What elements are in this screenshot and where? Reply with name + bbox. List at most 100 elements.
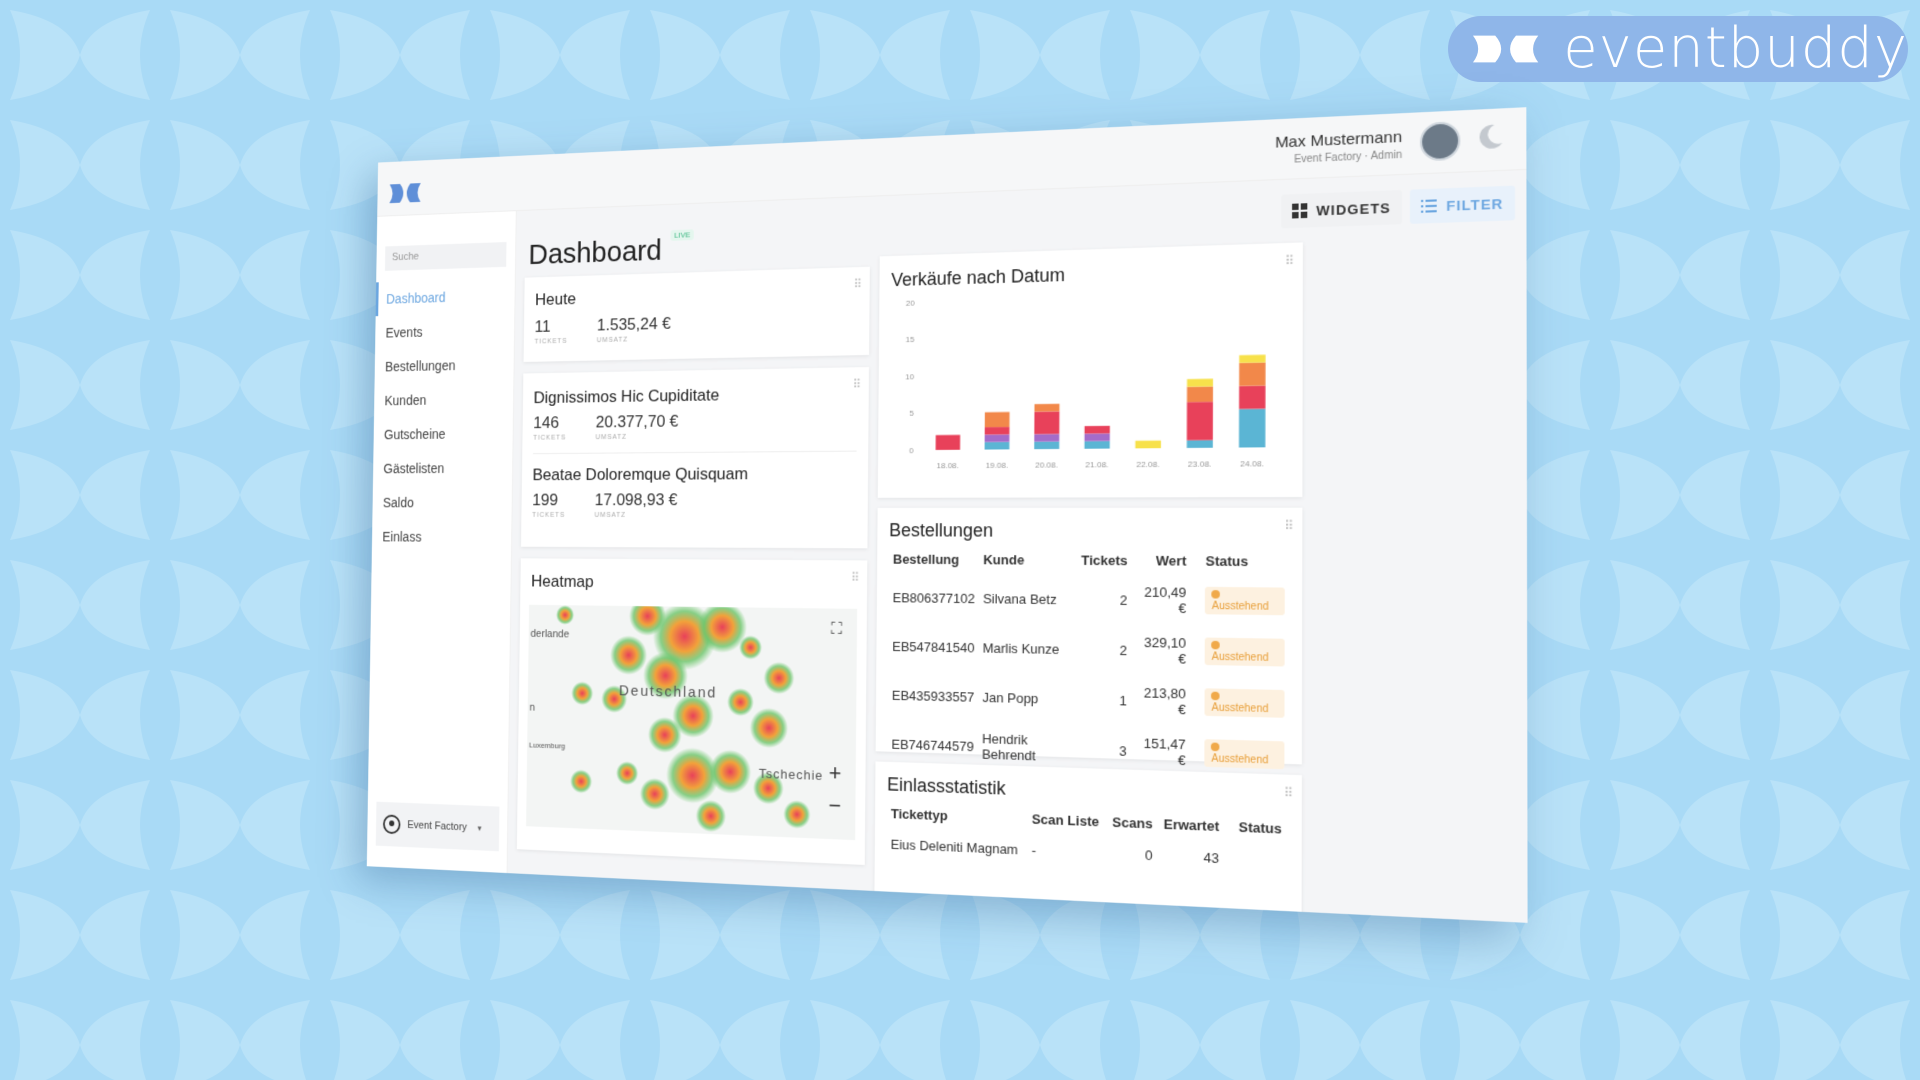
dark-mode-moon-icon[interactable] [1474, 121, 1506, 153]
table-cell: Silvana Betz [979, 573, 1077, 624]
bar-segment[interactable] [1239, 362, 1265, 386]
y-tick-label: 0 [909, 446, 913, 456]
column-header[interactable]: Tickets [1077, 546, 1132, 574]
bar-segment[interactable] [1239, 355, 1265, 363]
drag-handle-icon[interactable]: ⠿ [1283, 785, 1290, 800]
bar-segment[interactable] [1135, 441, 1161, 449]
bar-segment[interactable] [1084, 426, 1109, 434]
brand-name: eventbuddy [1563, 16, 1908, 82]
x-tick-label: 22.08. [1136, 459, 1159, 469]
fullscreen-icon[interactable]: ⛶ [824, 617, 850, 644]
heatmap-map[interactable]: derlande Deutschland n Luxemburg Tschech… [526, 605, 857, 840]
status-dot-icon [1211, 743, 1220, 752]
sidebar-item-saldo[interactable]: Saldo [372, 485, 512, 520]
status-cell: Ausstehend [1190, 575, 1289, 627]
today-tickets-value: 11 [535, 317, 551, 336]
avatar[interactable] [1420, 121, 1460, 161]
heatmap-card: ⠿ Heatmap [517, 558, 868, 865]
table-row[interactable]: EB806377102 Silvana Betz 2 210,49 € Ausstehe… [888, 573, 1289, 627]
bar-segment[interactable] [1187, 379, 1213, 387]
event-summary: Dignissimos Hic Cupiditate 146 TICKETS 2… [533, 383, 857, 454]
event-tickets-stat: 199 TICKETS [532, 491, 565, 519]
today-tickets-stat: 11 TICKETS [534, 317, 567, 346]
column-header[interactable]: Status [1223, 812, 1288, 843]
drag-handle-icon[interactable]: ⠿ [1284, 518, 1291, 533]
sidebar-item-dashboard[interactable]: Dashboard [376, 278, 515, 316]
today-title: Heute [535, 281, 858, 310]
event-revenue-value: 20.377,70 € [596, 412, 679, 432]
entry-stats-table: Tickettyp Scan Liste Scans Erwartet Stat… [887, 800, 1289, 879]
heatmap-title: Heatmap [531, 572, 855, 595]
bar-segment[interactable] [1084, 441, 1109, 449]
user-info[interactable]: Max Mustermann Event Factory · Admin [1275, 128, 1402, 166]
table-cell: 210,49 € [1132, 575, 1191, 626]
sidebar-item-bestellungen[interactable]: Bestellungen [375, 347, 514, 384]
filter-button[interactable]: FILTER [1410, 186, 1515, 224]
column-header[interactable]: Scans [1106, 808, 1157, 838]
map-label-germany: Deutschland [619, 682, 717, 701]
bar-segment[interactable] [1034, 411, 1059, 434]
bar-segment[interactable] [1239, 409, 1265, 448]
sidebar-item-gaestelisten[interactable]: Gästelisten [373, 450, 513, 485]
bar-segment[interactable] [1034, 441, 1059, 449]
event-tickets-caption: TICKETS [532, 512, 565, 519]
zoom-out-button[interactable]: − [822, 792, 848, 819]
status-cell: Ausstehend [1190, 626, 1289, 679]
status-badge: Ausstehend [1205, 638, 1284, 667]
table-cell: 0 [1106, 836, 1157, 873]
column-header[interactable]: Bestellung [889, 545, 979, 573]
column-header[interactable]: Status [1191, 547, 1290, 576]
sidebar-item-kunden[interactable]: Kunden [374, 381, 513, 417]
bar-segment[interactable] [985, 427, 1010, 435]
sidebar-item-events[interactable]: Events [375, 312, 514, 350]
orders-card: ⠿ Bestellungen Bestellung Kunde Tickets … [876, 508, 1303, 765]
drag-handle-icon[interactable]: ⠿ [851, 570, 858, 584]
live-badge: LIVE [670, 229, 694, 241]
map-label-n: n [529, 702, 535, 714]
user-name: Max Mustermann [1275, 128, 1402, 152]
app-logo-icon[interactable] [388, 181, 423, 205]
x-tick-label: 18.08. [937, 461, 959, 471]
x-tick-label: 23.08. [1188, 459, 1212, 469]
event-tickets-stat: 146 TICKETS [533, 413, 566, 441]
sales-bar-chart: 0510152018.08. 19.08. 20.08. 21.08. 22.08. 23… [890, 284, 1290, 477]
drag-handle-icon[interactable]: ⠿ [1285, 253, 1292, 268]
bar-segment[interactable] [985, 442, 1010, 450]
bar-segment[interactable] [1084, 433, 1109, 441]
bar-segment[interactable] [1187, 440, 1213, 448]
status-dot-icon [1211, 692, 1220, 701]
bar-segment[interactable] [1187, 402, 1213, 441]
drag-handle-icon[interactable]: ⠿ [853, 277, 860, 291]
x-tick-label: 19.08. [986, 460, 1009, 470]
bar-segment[interactable] [1239, 386, 1265, 409]
table-cell: 1 [1076, 674, 1131, 725]
status-badge: Ausstehend [1205, 739, 1285, 769]
bar-segment[interactable] [985, 434, 1010, 442]
organization-switcher[interactable]: Event Factory ▾ [376, 802, 500, 852]
zoom-in-button[interactable]: + [822, 760, 848, 787]
app-window: Max Mustermann Event Factory · Admin Suc… [367, 107, 1528, 923]
column-header[interactable]: Scan Liste [1028, 805, 1107, 836]
column-header[interactable]: Wert [1132, 546, 1191, 575]
status-label: Ausstehend [1212, 651, 1269, 664]
table-cell: 43 [1157, 838, 1224, 876]
table-row[interactable]: EB547841540 Marlis Kunze 2 329,10 € Ausstehe… [888, 621, 1289, 678]
column-header[interactable]: Erwartet [1157, 810, 1224, 841]
bar-segment[interactable] [1034, 404, 1059, 412]
sidebar-item-gutscheine[interactable]: Gutscheine [373, 416, 512, 452]
user-role: Event Factory · Admin [1275, 149, 1402, 166]
event-tickets-caption: TICKETS [533, 435, 566, 442]
x-tick-label: 21.08. [1085, 460, 1108, 470]
column-header[interactable]: Kunde [979, 546, 1077, 574]
bar-segment[interactable] [1187, 386, 1213, 402]
bar-segment[interactable] [936, 435, 961, 450]
grid-icon [1292, 203, 1307, 218]
bar-segment[interactable] [1034, 434, 1059, 442]
y-tick-label: 5 [909, 409, 913, 419]
drag-handle-icon[interactable]: ⠿ [852, 377, 859, 391]
sidebar-item-einlass[interactable]: Einlass [372, 520, 512, 555]
bar-segment[interactable] [985, 412, 1010, 427]
widgets-button[interactable]: WIDGETS [1282, 190, 1402, 228]
page-title: Dashboard [528, 234, 662, 271]
search-input[interactable]: Suche [385, 242, 507, 271]
